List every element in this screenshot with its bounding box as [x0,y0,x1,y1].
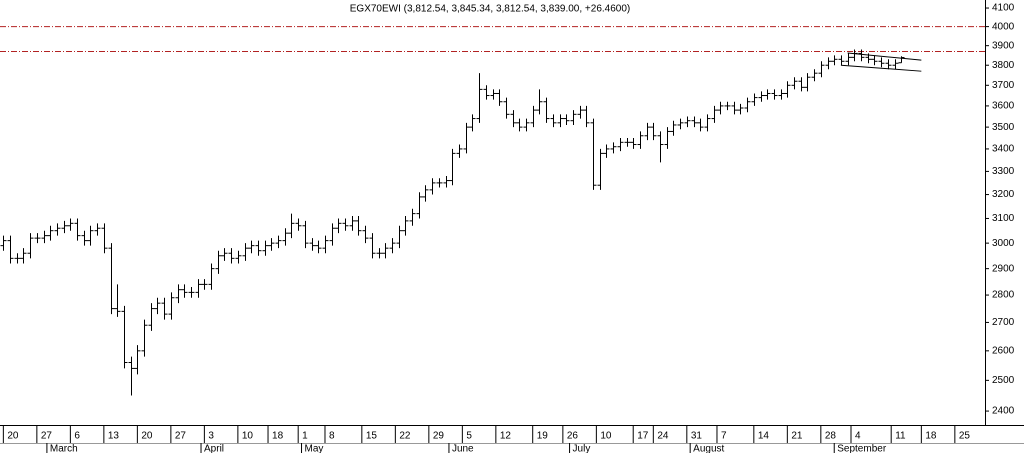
y-tick-label: 2800 [992,290,1015,301]
y-tick-label: 3200 [992,189,1015,200]
x-tick-label: 12 [500,431,512,442]
month-label: March [50,444,78,453]
x-tick-label: 14 [758,431,770,442]
x-tick-label: 7 [721,431,727,442]
y-tick-label: 4100 [992,3,1015,14]
x-tick-label: 28 [825,431,837,442]
y-tick-label: 2500 [992,375,1015,386]
y-tick-label: 3500 [992,122,1015,133]
y-tick-label: 3300 [992,166,1015,177]
x-tick-label: 27 [41,431,53,442]
month-label: June [452,444,474,453]
month-label: August [693,444,724,453]
x-tick-label: 13 [108,431,120,442]
month-label: July [573,444,591,453]
x-tick-label: 1 [302,431,308,442]
x-tick-label: 29 [433,431,445,442]
x-tick-label: 20 [7,431,19,442]
x-tick-label: 10 [600,431,612,442]
month-label: April [204,444,224,453]
trend-line [840,64,922,72]
x-tick-label: 26 [567,431,579,442]
month-label: May [305,444,324,453]
y-tick-label: 3100 [992,213,1015,224]
x-tick-label: 18 [925,431,937,442]
trend-line [847,52,922,61]
x-tick-label: 8 [329,431,335,442]
x-tick-label: 20 [141,431,153,442]
chart-title: EGX70EWI (3,812.54, 3,845.34, 3,812.54, … [350,4,630,15]
y-tick-label: 3000 [992,238,1015,249]
x-tick-label: 31 [691,431,703,442]
month-label: September [837,444,887,453]
y-tick-label: 3400 [992,144,1015,155]
x-tick-label: 25 [959,431,971,442]
y-tick-label: 4000 [992,21,1015,32]
x-tick-label: 27 [175,431,187,442]
x-tick-label: 19 [537,431,549,442]
x-tick-label: 3 [208,431,214,442]
x-tick-label: 17 [637,431,649,442]
y-tick-label: 3900 [992,40,1015,51]
y-tick-label: 2900 [992,263,1015,274]
x-tick-label: 5 [466,431,472,442]
x-tick-label: 21 [791,431,803,442]
x-tick-label: 4 [855,431,861,442]
y-tick-label: 2400 [992,406,1015,417]
y-tick-label: 3800 [992,60,1015,71]
x-tick-label: 18 [272,431,284,442]
x-tick-label: 10 [242,431,254,442]
y-tick-label: 2600 [992,345,1015,356]
y-tick-label: 3600 [992,101,1015,112]
x-tick-label: 22 [399,431,411,442]
x-tick-label: 11 [895,431,906,442]
y-tick-label: 2700 [992,317,1015,328]
y-tick-label: 3700 [992,80,1015,91]
x-tick-label: 24 [657,431,669,442]
x-tick-label: 6 [74,431,80,442]
x-tick-label: 15 [366,431,378,442]
